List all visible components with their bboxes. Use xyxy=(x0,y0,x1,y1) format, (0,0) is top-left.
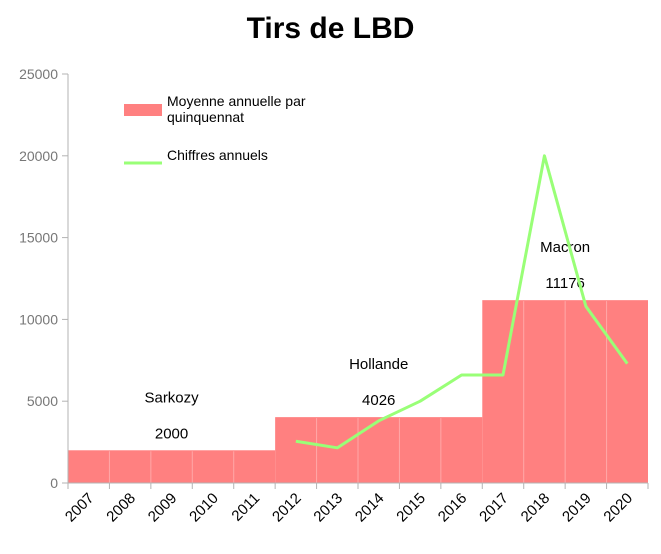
y-tick-label: 5000 xyxy=(27,393,58,409)
x-tick-label: 2019 xyxy=(559,490,595,526)
x-tick-label: 2011 xyxy=(228,490,263,525)
y-tick-label: 20000 xyxy=(19,148,58,164)
bar-president-label: Sarkozy xyxy=(144,389,199,406)
legend-label-line: Chiffres annuels xyxy=(167,147,268,163)
x-tick-label: 2007 xyxy=(62,490,98,526)
x-tick-label: 2015 xyxy=(393,490,429,526)
x-tick-label: 2018 xyxy=(518,490,554,526)
legend-label-bar-line2: quinquennat xyxy=(167,109,244,125)
bar-value-label: 2000 xyxy=(155,425,188,442)
y-tick-label: 0 xyxy=(50,475,58,491)
chart-title: Tirs de LBD xyxy=(246,12,415,45)
bar-value-label: 4026 xyxy=(362,392,395,409)
x-tick-label: 2010 xyxy=(186,490,222,526)
x-tick-label: 2016 xyxy=(435,490,471,526)
bar-president-label: Macron xyxy=(540,239,590,256)
x-tick-label: 2013 xyxy=(310,490,346,526)
x-tick-label: 2009 xyxy=(145,490,181,526)
legend-swatch-bar xyxy=(124,104,162,116)
bar-president-label: Hollande xyxy=(349,356,408,373)
x-tick-label: 2014 xyxy=(352,490,388,526)
y-tick-label: 25000 xyxy=(19,66,58,82)
bar-hollande xyxy=(275,417,483,483)
x-tick-label: 2020 xyxy=(600,490,636,526)
legend-label-bar-line1: Moyenne annuelle par xyxy=(167,93,306,109)
y-tick-label: 15000 xyxy=(19,230,58,246)
bar-sarkozy xyxy=(68,450,276,483)
bar-value-label: 11176 xyxy=(545,275,585,292)
y-tick-label: 10000 xyxy=(19,311,58,327)
x-tick-label: 2008 xyxy=(103,490,139,526)
x-tick-label: 2012 xyxy=(269,490,305,526)
x-tick-label: 2017 xyxy=(476,490,512,526)
